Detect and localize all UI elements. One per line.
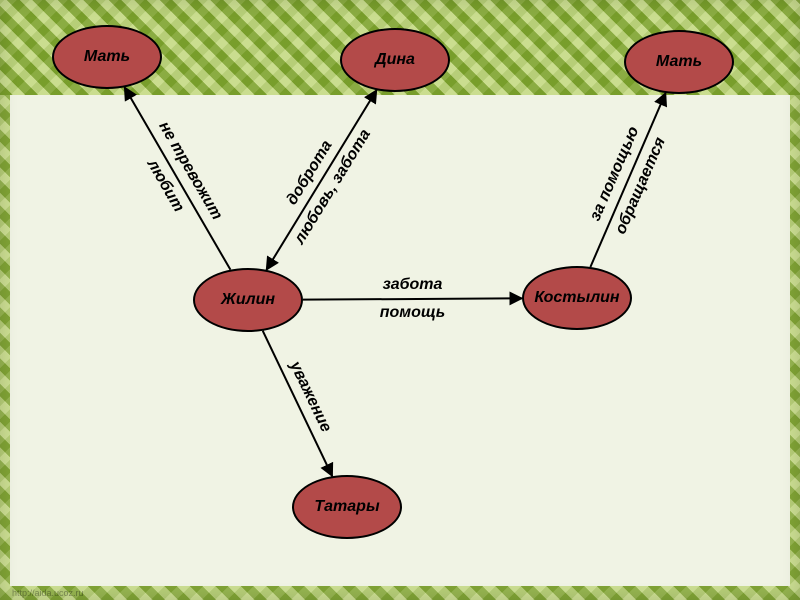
background-bottom-texture <box>0 586 800 600</box>
node-label: Дина <box>375 51 415 69</box>
node-label: Мать <box>84 48 130 66</box>
node-label: Жилин <box>221 291 275 309</box>
node-kostylin: Костылин <box>522 266 632 330</box>
watermark: http://aida.ucoz.ru <box>12 588 84 598</box>
node-dina: Дина <box>340 28 450 92</box>
node-zhilin: Жилин <box>193 268 303 332</box>
node-mother1: Мать <box>52 25 162 89</box>
node-label: Костылин <box>534 289 619 307</box>
background-right-texture <box>790 95 800 600</box>
node-tatary: Татары <box>292 475 402 539</box>
edge-label: забота <box>383 276 443 294</box>
node-label: Мать <box>656 53 702 71</box>
edge-label: помощь <box>380 304 446 322</box>
diagram-stage: МатьДинаМатьЖилинКостылинТатары не трево… <box>0 0 800 600</box>
background-left-texture <box>0 95 10 600</box>
node-mother2: Мать <box>624 30 734 94</box>
node-label: Татары <box>314 498 379 516</box>
